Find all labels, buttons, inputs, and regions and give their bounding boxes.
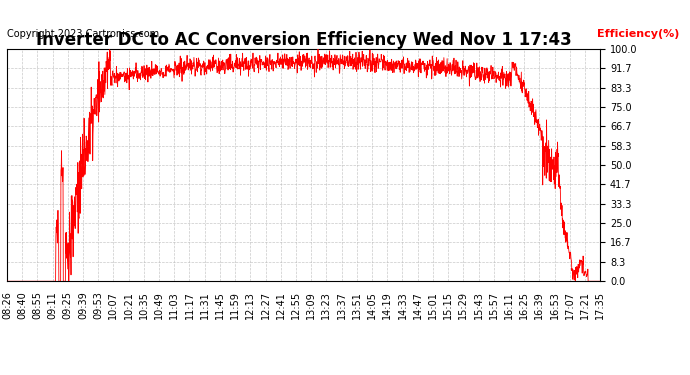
Text: Copyright 2023 Cartronics.com: Copyright 2023 Cartronics.com — [7, 29, 159, 39]
Title: Inverter DC to AC Conversion Efficiency Wed Nov 1 17:43: Inverter DC to AC Conversion Efficiency … — [36, 31, 571, 49]
Text: Efficiency(%): Efficiency(%) — [597, 29, 679, 39]
